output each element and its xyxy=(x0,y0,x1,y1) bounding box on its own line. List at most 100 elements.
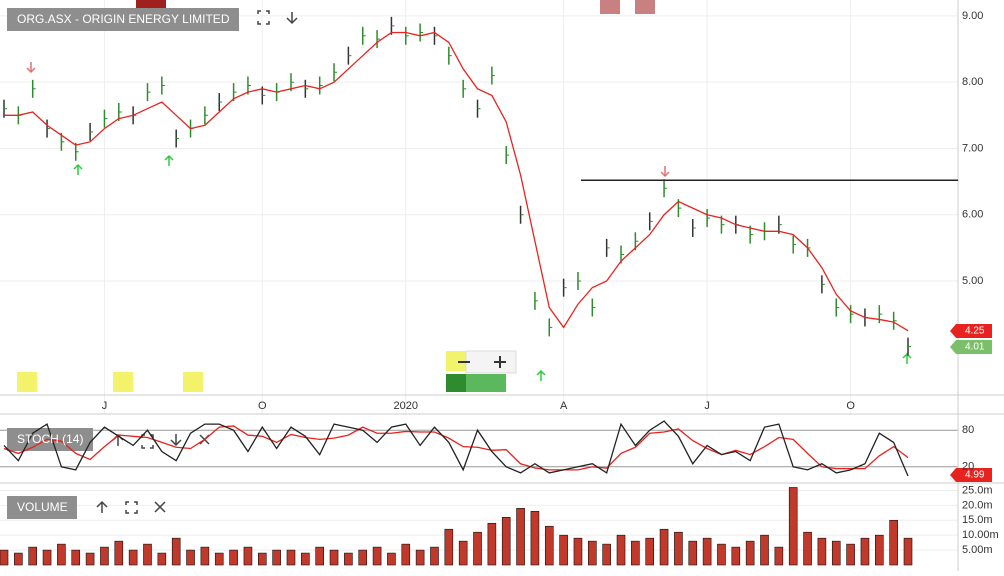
y-tick-label: 15.0m xyxy=(962,514,993,526)
volume-bar xyxy=(200,546,210,566)
zoom-icon[interactable] xyxy=(458,356,506,368)
buy-signal xyxy=(902,352,912,364)
volume-bar xyxy=(745,540,755,566)
volume-bar xyxy=(0,549,9,566)
volume-bar xyxy=(272,549,281,566)
price-badge xyxy=(950,340,992,354)
volume-bar xyxy=(702,537,712,566)
y-tick-label: 20 xyxy=(962,461,974,473)
volume-bar xyxy=(831,540,841,566)
volume-bar xyxy=(803,531,812,566)
volume-bar xyxy=(788,487,798,566)
x-tick-label: 2020 xyxy=(394,400,418,412)
volume-bar xyxy=(57,543,66,566)
volume-bar xyxy=(286,549,296,566)
volume-bar xyxy=(372,546,382,566)
expand-icon[interactable] xyxy=(125,501,138,514)
event-marker[interactable] xyxy=(136,0,166,8)
volume-bar xyxy=(415,549,425,566)
title-tag[interactable] xyxy=(7,496,77,519)
volume-bar xyxy=(358,549,368,566)
buy-signal xyxy=(73,163,83,175)
volume-bar xyxy=(114,540,124,566)
volume-bar xyxy=(875,534,884,566)
volume-bar xyxy=(588,540,597,566)
volume-bar xyxy=(559,534,568,566)
event-marker[interactable] xyxy=(466,374,486,392)
volume-bar xyxy=(186,549,195,566)
indicator-title: VOLUME xyxy=(17,500,68,514)
x-tick-label: O xyxy=(258,400,267,412)
up-icon[interactable] xyxy=(96,500,108,513)
volume-bar xyxy=(516,508,525,566)
up-icon[interactable] xyxy=(112,433,124,446)
note-icon[interactable] xyxy=(446,351,466,371)
volume-bar xyxy=(674,531,683,566)
down-icon[interactable] xyxy=(170,434,182,447)
buy-signal xyxy=(164,154,174,166)
event-marker[interactable] xyxy=(600,0,620,14)
price-badge xyxy=(950,324,992,338)
volume-bar xyxy=(85,552,95,566)
volume-bar xyxy=(631,540,640,566)
close-icon[interactable] xyxy=(154,501,166,513)
note-icon[interactable] xyxy=(113,372,133,392)
stoch-badge xyxy=(950,468,992,482)
volume-bar xyxy=(143,543,152,566)
volume-bar xyxy=(214,552,224,566)
volume-bar xyxy=(487,522,497,566)
volume-bar xyxy=(573,537,583,566)
y-tick-label: 80 xyxy=(962,424,974,436)
indicator-title: STOCH (14) xyxy=(17,432,83,446)
title-tag[interactable] xyxy=(7,8,239,31)
y-tick-label: 7.00 xyxy=(962,142,983,154)
volume-bar xyxy=(344,552,353,566)
moving-average xyxy=(4,31,909,332)
expand-icon[interactable] xyxy=(141,434,154,449)
x-tick-label: J xyxy=(102,400,108,412)
down-icon[interactable] xyxy=(286,12,298,25)
volume-bar xyxy=(100,546,109,566)
volume-bar xyxy=(301,552,310,566)
volume-bar xyxy=(243,546,253,566)
stoch-line xyxy=(3,420,909,477)
y-tick-label: 5.00m xyxy=(962,544,993,556)
y-tick-label: 6.00 xyxy=(962,209,983,221)
volume-bar xyxy=(430,546,439,566)
volume-bar xyxy=(171,537,181,566)
event-marker[interactable] xyxy=(635,0,655,14)
volume-bar xyxy=(645,537,655,566)
y-tick-label: 8.00 xyxy=(962,76,983,88)
volume-bar xyxy=(329,549,339,566)
event-marker[interactable] xyxy=(486,374,506,392)
stoch-value-label: 4.99 xyxy=(965,470,985,481)
close-value-label: 4.01 xyxy=(965,342,985,353)
buy-signal xyxy=(536,369,546,381)
sell-signal xyxy=(26,62,36,74)
stoch-line xyxy=(3,425,909,471)
event-marker[interactable] xyxy=(446,374,466,392)
volume-bar xyxy=(501,516,511,566)
volume-bar xyxy=(401,543,411,566)
y-tick-label: 9.00 xyxy=(962,10,983,22)
ma-value-label: 4.25 xyxy=(965,326,985,337)
note-icon[interactable] xyxy=(183,372,203,392)
volume-bar xyxy=(257,552,267,566)
volume-bar xyxy=(71,549,81,566)
volume-bar xyxy=(473,531,482,566)
sell-signal xyxy=(660,166,670,178)
volume-bar xyxy=(387,552,396,566)
x-tick-label: A xyxy=(560,400,568,412)
zoom-controls[interactable] xyxy=(465,350,517,374)
volume-bar xyxy=(616,534,626,566)
volume-bar xyxy=(889,519,898,566)
volume-bar xyxy=(128,549,138,566)
y-tick-label: 25.0m xyxy=(962,484,993,496)
volume-bar xyxy=(157,552,167,566)
note-icon[interactable] xyxy=(17,372,37,392)
volume-bar xyxy=(903,537,913,566)
volume-bar xyxy=(817,537,827,566)
expand-icon[interactable] xyxy=(257,10,270,25)
